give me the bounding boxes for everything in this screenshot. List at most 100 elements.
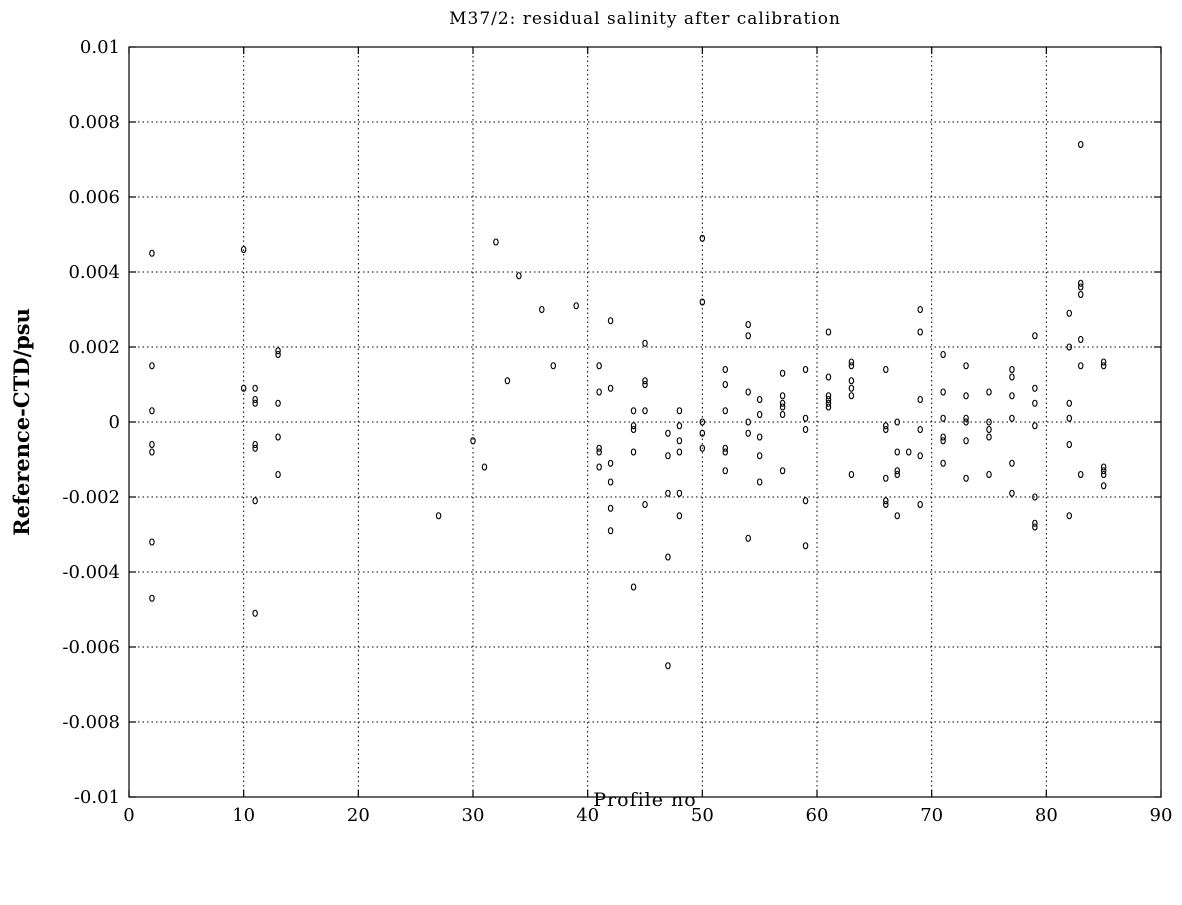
data-point (275, 350, 281, 359)
data-point (986, 425, 992, 434)
data-point (481, 463, 488, 471)
data-point (848, 470, 855, 479)
data-point (802, 414, 809, 422)
data-point (825, 403, 832, 411)
data-point (986, 470, 992, 479)
data-point (894, 512, 901, 520)
data-point (825, 395, 832, 404)
data-point (779, 410, 786, 419)
data-point (1077, 335, 1084, 344)
grid (129, 47, 1161, 797)
data-point (630, 448, 637, 456)
data-point (1066, 440, 1073, 449)
data-point (596, 448, 602, 456)
data-point (596, 362, 602, 370)
data-point (825, 392, 832, 400)
y-tick-label: 0.008 (68, 112, 120, 133)
data-point (848, 377, 855, 385)
data-point (642, 377, 648, 385)
data-point (607, 459, 614, 467)
data-point (883, 422, 889, 430)
data-point (516, 272, 522, 280)
data-point (596, 463, 602, 471)
data-point (149, 407, 155, 415)
data-point (917, 395, 923, 404)
data-point (963, 414, 969, 422)
data-point (149, 448, 155, 456)
data-point (940, 433, 946, 441)
data-point (1100, 482, 1107, 490)
x-tick-label: 30 (462, 805, 485, 826)
data-point (756, 478, 763, 486)
y-tick-label: -0.004 (62, 562, 120, 583)
data-point (745, 332, 751, 340)
data-point (825, 399, 832, 407)
data-point (550, 362, 557, 370)
data-point (149, 440, 155, 449)
data-point (940, 350, 946, 359)
data-point (596, 444, 602, 452)
data-point (986, 433, 992, 441)
data-point (699, 444, 706, 452)
x-tick-label: 0 (123, 805, 134, 826)
data-point (745, 320, 751, 329)
data-point (745, 418, 751, 426)
data-point (722, 365, 729, 374)
data-point (848, 358, 855, 366)
data-point (665, 489, 671, 497)
data-point (240, 245, 247, 254)
data-point (779, 399, 786, 407)
data-point (493, 238, 499, 246)
data-point (802, 497, 809, 505)
data-point (240, 384, 247, 392)
data-point (883, 500, 889, 509)
x-tick-label: 20 (347, 805, 370, 826)
data-point (825, 328, 832, 336)
data-point (722, 467, 729, 475)
x-tick-label: 90 (1150, 805, 1173, 826)
data-point (676, 437, 683, 445)
data-point (1009, 414, 1015, 422)
data-point (940, 388, 946, 396)
y-tick-label: 0.002 (68, 337, 120, 358)
data-point (435, 512, 442, 520)
data-point (894, 470, 901, 479)
data-point (1066, 399, 1073, 407)
data-point (630, 425, 637, 434)
data-point (917, 500, 923, 509)
data-point (1100, 467, 1107, 475)
data-point (1032, 422, 1038, 430)
data-point (1032, 523, 1038, 531)
data-point (252, 444, 258, 452)
data-point (1066, 343, 1073, 351)
data-point (722, 444, 729, 452)
data-point (1009, 489, 1015, 497)
data-point (1100, 358, 1107, 366)
data-point (676, 512, 683, 520)
data-point (745, 534, 751, 542)
data-point (665, 553, 671, 561)
data-point (745, 429, 751, 437)
data-point (1032, 384, 1038, 392)
x-tick-label: 80 (1035, 805, 1058, 826)
data-point (848, 392, 855, 400)
data-point (825, 373, 832, 381)
data-point (1077, 279, 1084, 287)
data-point (1066, 512, 1073, 520)
data-point (149, 249, 155, 257)
data-point (986, 418, 992, 426)
data-point (917, 305, 923, 314)
data-point (1077, 290, 1084, 299)
data-point (802, 365, 809, 374)
data-point (149, 594, 155, 602)
data-point (1009, 459, 1015, 467)
data-point (1032, 399, 1038, 407)
data-point (573, 302, 579, 310)
data-point (894, 448, 901, 456)
data-point (252, 497, 258, 505)
data-point (917, 452, 923, 460)
plot-frame (128, 46, 1162, 798)
data-point (504, 377, 511, 385)
data-point (1077, 470, 1084, 479)
